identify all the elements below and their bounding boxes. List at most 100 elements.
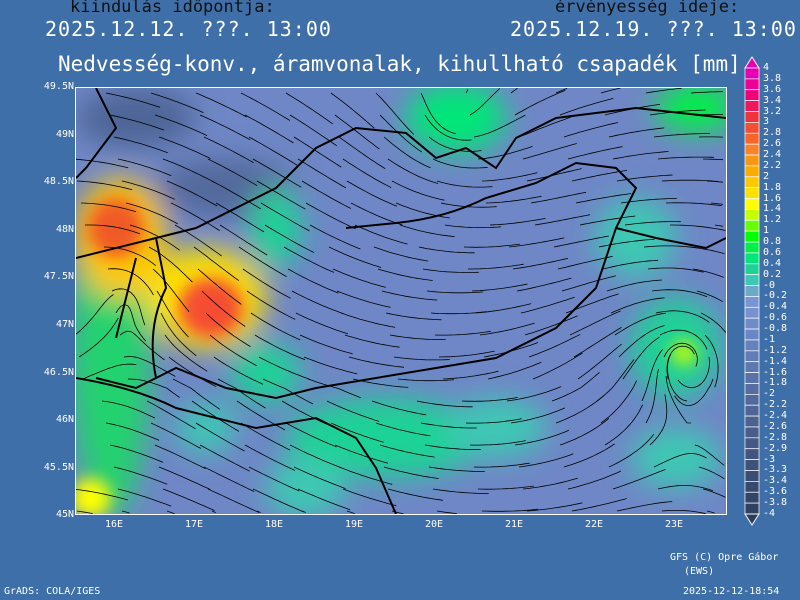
streamline [121, 510, 130, 514]
colorbar-swatch [744, 187, 760, 199]
colorbar-label: -0.4 [763, 301, 788, 313]
streamline [113, 466, 168, 485]
grads-credit: GrADS: COLA/IGES [4, 586, 101, 597]
streamline [166, 180, 218, 207]
streamline [514, 429, 570, 446]
streamline [305, 202, 356, 230]
streamline [559, 98, 614, 116]
streamline [475, 303, 532, 314]
streamline [698, 466, 725, 480]
streamline [162, 158, 215, 183]
colorbar-label: 2.8 [763, 127, 782, 139]
colorbar-label: 3.6 [763, 83, 782, 95]
streamline [113, 136, 168, 154]
streamline [696, 290, 723, 303]
streamline [215, 202, 265, 233]
streamline [105, 92, 161, 108]
colorbar-swatch [744, 415, 760, 428]
streamline [514, 90, 566, 116]
streamline [567, 146, 623, 160]
streamline [436, 180, 493, 188]
streamline [624, 221, 681, 226]
colorbar-label: -3.6 [763, 486, 788, 498]
lat-tick-label: 45N [55, 509, 74, 521]
streamline [469, 440, 526, 446]
streamline [154, 114, 208, 136]
streamline [702, 158, 724, 161]
streamline [600, 380, 637, 424]
streamline [577, 343, 622, 380]
weather-map [71, 83, 736, 518]
colorbar-swatch [744, 122, 760, 134]
colorbar-swatch [744, 230, 760, 243]
streamline [217, 378, 266, 409]
colorbar-label: 2.4 [763, 149, 782, 161]
lat-tick-label: 48N [55, 223, 74, 235]
streamline [250, 312, 301, 341]
streamline [579, 215, 636, 226]
streamline [111, 288, 146, 326]
colorbar-label: -0 [763, 279, 776, 291]
streamline [191, 400, 240, 432]
colorbar-swatch [744, 448, 760, 460]
colorbar-swatch [744, 404, 760, 417]
streamline [618, 325, 665, 358]
streamline [328, 246, 382, 268]
streamline [74, 294, 114, 336]
colorbar-label: -1.8 [763, 377, 788, 389]
colorbar-swatch [744, 285, 760, 297]
streamline [379, 444, 435, 458]
lon-tick-label: 23E [665, 519, 684, 530]
streamline [254, 334, 306, 361]
lon-tick-label: 21E [505, 519, 524, 530]
streamline [85, 224, 141, 235]
colorbar-swatch [744, 481, 760, 493]
colorbar-swatch [744, 306, 760, 319]
colorbar-swatch [744, 241, 760, 254]
streamline [293, 466, 346, 489]
streamline [344, 334, 400, 348]
streamline [375, 92, 414, 135]
streamline [551, 371, 600, 402]
streamline [246, 290, 296, 320]
streamline [463, 243, 520, 248]
streamline [518, 116, 572, 138]
streamline [158, 136, 211, 160]
streamline [481, 508, 538, 512]
streamline [297, 488, 351, 511]
streamline [301, 510, 306, 513]
colorbar-label: -1 [763, 333, 776, 345]
streamline [508, 237, 565, 248]
colorbar-swatch [744, 78, 760, 91]
streamline [706, 180, 724, 183]
streamline [602, 259, 659, 270]
streamline [645, 87, 682, 94]
streamline [342, 158, 392, 188]
streamline [307, 378, 361, 399]
credit-line1: GFS (C) Opre Gábor [670, 552, 779, 563]
streamline [297, 158, 347, 189]
colorbar-label: 2.2 [763, 159, 782, 171]
streamline [109, 444, 164, 463]
streamline [426, 290, 483, 294]
streamline [211, 510, 216, 513]
streamline [653, 452, 707, 468]
streamline [338, 136, 386, 170]
streamline [168, 356, 217, 388]
streamline [193, 246, 240, 281]
streamline [291, 290, 344, 314]
colorbar-max-arrow [744, 56, 760, 69]
streamline [127, 378, 180, 398]
streamline [575, 193, 632, 204]
streamline [677, 356, 710, 389]
streamline [420, 422, 477, 429]
streamline [657, 156, 714, 160]
streamline [285, 422, 337, 448]
streamline [150, 92, 204, 113]
colorbar-label: 0.8 [763, 236, 782, 248]
colorbar-label: 2 [763, 170, 770, 182]
streamline [205, 312, 251, 348]
streamline [385, 312, 442, 321]
streamline [248, 136, 298, 166]
